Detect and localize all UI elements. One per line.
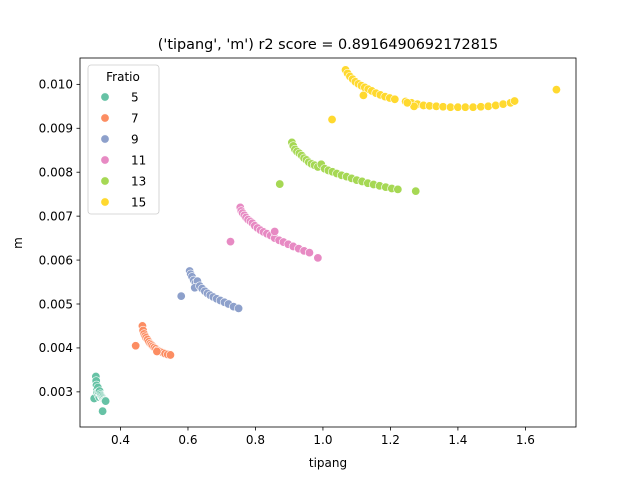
legend-label: 13 bbox=[131, 174, 146, 188]
x-tick-label: 1.2 bbox=[381, 433, 400, 447]
legend-marker bbox=[100, 113, 110, 123]
legend-marker bbox=[100, 92, 110, 102]
legend-label: 15 bbox=[131, 195, 146, 209]
legend-title: Fratio bbox=[106, 70, 140, 84]
y-tick-label: 0.008 bbox=[39, 166, 73, 180]
data-point bbox=[131, 341, 141, 351]
data-point bbox=[165, 350, 175, 360]
data-point bbox=[498, 99, 508, 109]
legend-label: 11 bbox=[131, 153, 146, 167]
y-tick-label: 0.006 bbox=[39, 253, 73, 267]
legend-box bbox=[87, 64, 160, 215]
legend-label: 7 bbox=[131, 111, 139, 125]
y-tick-label: 0.009 bbox=[39, 122, 73, 136]
data-point bbox=[270, 227, 280, 237]
data-point bbox=[225, 237, 235, 247]
y-axis-label: m bbox=[11, 237, 25, 249]
x-axis-label: tipang bbox=[309, 456, 347, 470]
data-point bbox=[234, 303, 244, 313]
data-point bbox=[313, 253, 323, 263]
y-tick-label: 0.010 bbox=[39, 78, 73, 92]
legend-marker bbox=[100, 155, 110, 165]
data-points bbox=[89, 65, 561, 416]
legend-label: 9 bbox=[131, 132, 139, 146]
data-point bbox=[438, 102, 448, 112]
data-point bbox=[101, 396, 111, 406]
data-point bbox=[327, 115, 337, 125]
x-tick-label: 0.6 bbox=[178, 433, 197, 447]
data-point bbox=[551, 85, 561, 95]
y-tick-label: 0.004 bbox=[39, 341, 73, 355]
data-point bbox=[304, 248, 314, 258]
data-point bbox=[402, 98, 412, 108]
data-point bbox=[491, 100, 501, 110]
data-point bbox=[510, 96, 520, 106]
x-tick-label: 1.6 bbox=[516, 433, 535, 447]
x-tick-label: 1.4 bbox=[448, 433, 467, 447]
data-point bbox=[390, 94, 400, 104]
data-point bbox=[176, 291, 186, 301]
x-tick-label: 1.0 bbox=[313, 433, 332, 447]
x-axis-ticks: 0.4 0.6 0.8 1.0 1.2 1.4 1.6 bbox=[111, 427, 535, 447]
x-tick-label: 0.8 bbox=[246, 433, 265, 447]
data-point bbox=[411, 186, 421, 196]
data-point bbox=[483, 101, 493, 111]
data-point bbox=[358, 90, 368, 100]
legend-marker bbox=[100, 197, 110, 207]
y-axis-ticks: 0.003 0.004 0.005 0.006 0.007 0.008 0.009 0.010 bbox=[39, 78, 80, 399]
legend-marker bbox=[100, 134, 110, 144]
data-point bbox=[468, 102, 478, 112]
data-point bbox=[152, 346, 162, 356]
legend-marker bbox=[100, 176, 110, 186]
legend-label: 5 bbox=[131, 90, 139, 104]
plot-frame bbox=[79, 57, 577, 428]
data-point bbox=[98, 406, 108, 416]
data-point bbox=[393, 184, 403, 194]
chart-title: ('tipang', 'm') r2 score = 0.89164906921… bbox=[158, 37, 498, 53]
legend-items: 5 7 9 11 13 15 bbox=[100, 90, 146, 209]
x-tick-label: 0.4 bbox=[111, 433, 130, 447]
legend: Fratio 5 7 9 11 13 15 bbox=[87, 64, 160, 215]
data-point bbox=[275, 179, 285, 189]
y-tick-label: 0.005 bbox=[39, 297, 73, 311]
data-point bbox=[460, 102, 470, 112]
data-point bbox=[476, 102, 486, 112]
y-tick-label: 0.007 bbox=[39, 209, 73, 223]
y-tick-label: 0.003 bbox=[39, 385, 73, 399]
